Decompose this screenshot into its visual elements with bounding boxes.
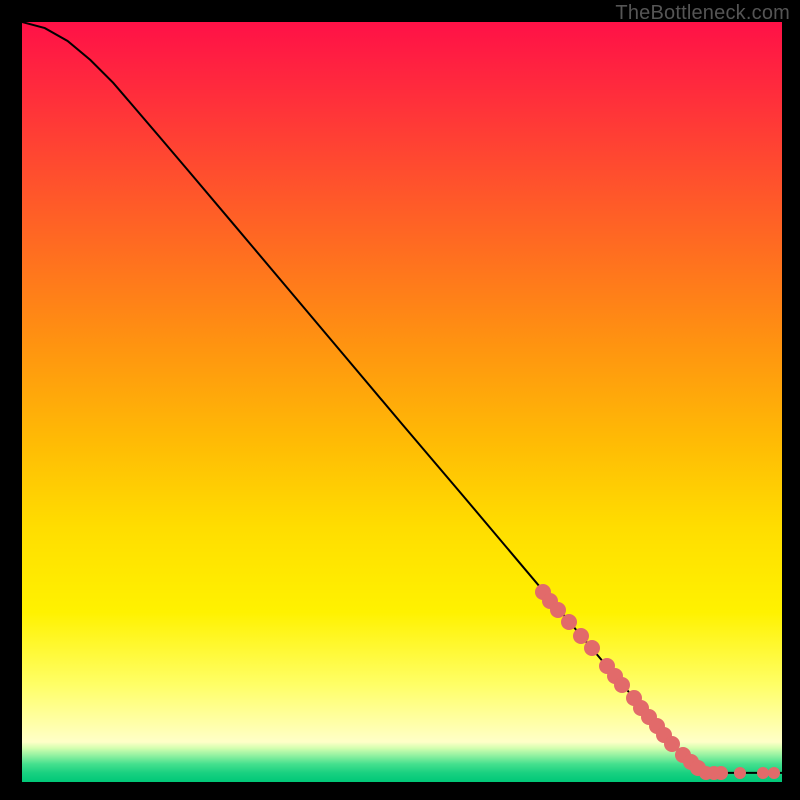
plot-area: [22, 22, 782, 782]
data-marker: [768, 767, 780, 779]
data-marker: [561, 614, 577, 630]
curve-svg: [22, 22, 782, 782]
bottleneck-curve: [22, 22, 782, 773]
data-marker: [714, 766, 728, 780]
data-marker: [757, 767, 769, 779]
data-marker: [734, 767, 746, 779]
chart-root: TheBottleneck.com: [0, 0, 800, 800]
data-marker: [614, 677, 630, 693]
data-marker: [584, 640, 600, 656]
